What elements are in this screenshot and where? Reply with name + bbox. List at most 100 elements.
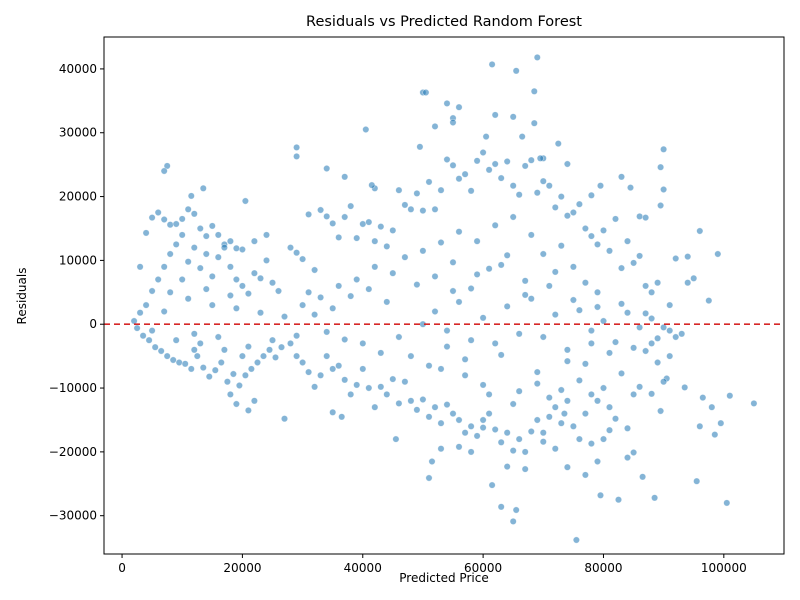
data-point	[311, 266, 319, 274]
data-point	[148, 327, 156, 335]
data-point	[226, 390, 234, 398]
data-point	[166, 288, 174, 296]
data-point	[563, 346, 571, 354]
data-point	[596, 182, 604, 190]
data-point	[491, 425, 499, 433]
data-point	[383, 242, 391, 250]
data-point	[509, 113, 517, 121]
data-point	[485, 166, 493, 174]
data-point	[593, 288, 601, 296]
data-point	[347, 390, 355, 398]
data-point	[575, 435, 583, 443]
data-point	[636, 252, 644, 260]
data-point	[443, 343, 451, 351]
data-point	[605, 349, 613, 357]
data-point	[353, 381, 361, 389]
data-point	[196, 225, 204, 233]
data-point	[172, 240, 180, 248]
data-point	[329, 408, 337, 416]
x-tick-label: 0	[118, 561, 126, 575]
data-point	[431, 205, 439, 213]
data-point	[473, 157, 481, 165]
data-point	[497, 503, 505, 511]
data-point	[488, 60, 496, 68]
data-point	[193, 352, 201, 360]
data-point	[359, 339, 367, 347]
data-point	[681, 383, 689, 391]
data-point	[425, 178, 433, 186]
data-point	[160, 216, 168, 224]
data-point	[449, 410, 457, 418]
data-point	[341, 376, 349, 384]
data-point	[599, 317, 607, 325]
data-point	[623, 424, 631, 432]
data-point	[630, 259, 638, 267]
data-point	[467, 448, 475, 456]
data-point	[479, 424, 487, 432]
data-point	[515, 435, 523, 443]
data-point	[557, 419, 565, 427]
data-point	[575, 376, 583, 384]
data-point	[593, 240, 601, 248]
data-point	[293, 332, 301, 340]
data-point	[533, 380, 541, 388]
data-point	[684, 253, 692, 261]
data-point	[503, 251, 511, 259]
data-point	[407, 205, 415, 213]
y-tick-label: −10000	[49, 381, 97, 395]
data-point	[437, 445, 445, 453]
data-point	[521, 291, 529, 299]
data-point	[425, 474, 433, 482]
data-point	[244, 343, 252, 351]
data-point	[503, 302, 511, 310]
y-tick-label: −20000	[49, 445, 97, 459]
data-point	[202, 232, 210, 240]
data-point	[190, 346, 198, 354]
data-point	[139, 332, 147, 340]
data-point	[690, 274, 698, 282]
data-point	[371, 263, 379, 271]
data-point	[395, 399, 403, 407]
data-point	[353, 234, 361, 242]
data-point	[431, 403, 439, 411]
data-point	[443, 327, 451, 335]
data-point	[431, 272, 439, 280]
data-point	[563, 357, 571, 365]
data-point	[169, 356, 177, 364]
data-point	[708, 403, 716, 411]
data-point	[455, 175, 463, 183]
data-point	[497, 261, 505, 269]
data-point	[581, 360, 589, 368]
data-point	[593, 457, 601, 465]
data-point	[551, 268, 559, 276]
data-point	[581, 471, 589, 479]
data-point	[184, 258, 192, 266]
data-point	[341, 335, 349, 343]
data-point	[347, 292, 355, 300]
data-point	[341, 173, 349, 181]
data-point	[545, 282, 553, 290]
data-point	[557, 386, 565, 394]
data-point	[262, 231, 270, 239]
data-point	[317, 293, 325, 301]
data-point	[599, 226, 607, 234]
data-point	[293, 249, 301, 257]
data-point	[181, 360, 189, 368]
data-point	[157, 347, 165, 355]
data-point	[705, 297, 713, 305]
data-point	[428, 457, 436, 465]
data-point	[172, 336, 180, 344]
data-point	[482, 133, 490, 141]
data-point	[539, 177, 547, 185]
data-point	[648, 288, 656, 296]
data-point	[256, 274, 264, 282]
data-point	[395, 186, 403, 194]
data-point	[467, 284, 475, 292]
data-point	[497, 438, 505, 446]
data-point	[455, 228, 463, 236]
data-point	[293, 143, 301, 151]
data-point	[226, 237, 234, 245]
data-point	[160, 263, 168, 271]
data-point	[383, 298, 391, 306]
